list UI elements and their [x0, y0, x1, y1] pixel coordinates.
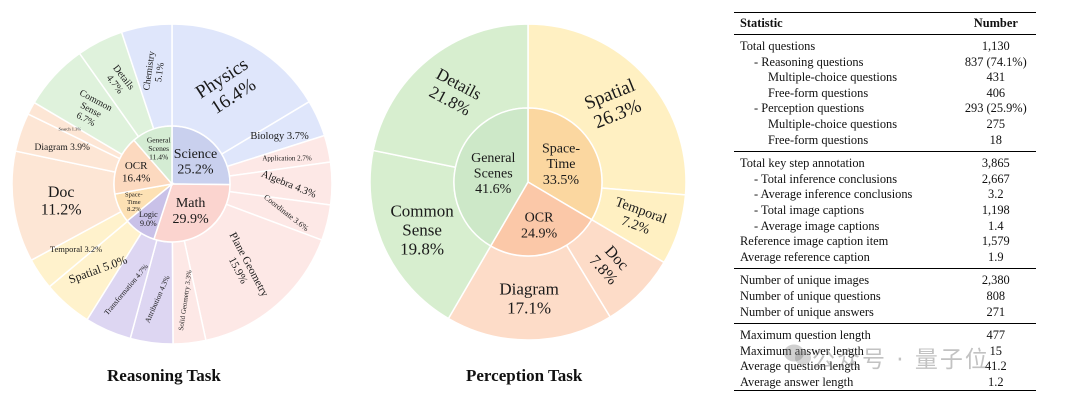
row-value: 18: [951, 132, 1036, 153]
reasoning-outer-label-diagram: Diagram 3.9%: [35, 143, 90, 153]
row-value: 837 (74.1%): [964, 54, 1027, 69]
row-label: - Average inference conclusions: [754, 187, 913, 202]
row-value: 477: [986, 328, 1006, 343]
row-value: 808: [986, 288, 1006, 303]
row-label: - Total image captions: [754, 202, 865, 217]
perception-caption: Perception Task: [466, 366, 583, 385]
table-header-row: Statistic Number: [734, 12, 1036, 35]
row-value: 271: [951, 304, 1036, 325]
row-label: Multiple-choice questions: [768, 116, 898, 131]
row-value: 2,667: [981, 171, 1010, 186]
reasoning-inner-label-math: Math 29.9%: [173, 196, 210, 227]
row-label: Maximum answer length: [740, 343, 864, 358]
row-label: Average question length: [740, 359, 861, 374]
row-value: 1,130: [981, 39, 1010, 53]
row-value: 1.9: [951, 249, 1036, 270]
row-label: Multiple-choice questions: [768, 70, 898, 85]
row-label: Total questions: [740, 39, 816, 53]
row-label: - Reasoning questions: [754, 54, 864, 69]
statistics-table: Statistic Number Total questions 1,130 - R…: [734, 12, 1036, 392]
table-row: Average reference caption 1.9: [734, 249, 1036, 270]
reasoning-inner-slice-math: [152, 183, 231, 243]
reasoning-outer-label-search: Search 1.3%: [58, 127, 81, 132]
table-row: Total questions 1,130: [734, 35, 1036, 55]
reasoning-outer-label-application: Application 2.7%: [262, 154, 312, 162]
reasoning-caption: Reasoning Task: [107, 366, 221, 385]
row-label: - Perception questions: [754, 101, 865, 116]
table-row: Number of unique questions 808: [734, 289, 1036, 305]
table-row: Maximum question length 477: [734, 324, 1036, 344]
charts-canvas: Science 25.2%Math 29.9%Logic 9.0%Space-Time…: [11, 23, 687, 345]
row-value: 3,865: [981, 156, 1010, 171]
row-value: 1.4: [988, 218, 1004, 233]
reasoning-inner-slice-general-scenes: [132, 125, 173, 187]
row-value: 406: [986, 85, 1006, 100]
row-label: Average answer length: [734, 374, 952, 392]
row-label: Average reference caption: [734, 249, 952, 270]
perception-inner-slice-space-time: [527, 107, 603, 221]
row-label: - Average image captions: [754, 218, 880, 233]
table-row: - Reasoning questions 837 (74.1%): [734, 55, 1036, 71]
row-label: Number of unique answers: [734, 304, 952, 325]
table-row: Free-form questions 406: [734, 86, 1036, 102]
row-value: 3.2: [988, 187, 1004, 202]
table-row: Multiple-choice questions 275: [734, 117, 1036, 133]
table-row: - Average inference conclusions 3.2: [734, 187, 1036, 203]
table-row: Average question length 41.2: [734, 359, 1036, 375]
row-label: Reference image caption item: [740, 234, 889, 249]
table-row: - Perception questions 293 (25.9%): [734, 101, 1036, 117]
table-row: - Total inference conclusions 2,667: [734, 172, 1036, 188]
row-label: Free-form questions: [734, 132, 952, 153]
reasoning-inner-label-space-time: Space-Time 8.2%: [125, 192, 143, 214]
perception-inner-label-ocr: OCR 24.9%: [521, 211, 558, 242]
perception-inner-slice-ocr: [489, 180, 593, 257]
reasoning-inner-label-science: Science 25.2%: [174, 147, 218, 178]
row-value: 41.2: [984, 359, 1007, 374]
perception-inner-slice-general-scenes: [453, 107, 529, 247]
wechat-logo-icon: [784, 344, 811, 365]
table-row: Average answer length 1.2: [734, 374, 1036, 392]
row-label: Maximum question length: [740, 328, 871, 343]
row-label: Free-form questions: [768, 85, 869, 100]
table-row: Total key step annotation 3,865: [734, 152, 1036, 172]
row-value: 2,380: [981, 273, 1010, 288]
table-row: Number of unique answers 271: [734, 304, 1036, 325]
row-value: 1,198: [981, 202, 1010, 217]
row-value: 15: [989, 343, 1002, 358]
row-value: 431: [986, 70, 1006, 85]
reasoning-outer-label-temporal: Temporal 3.2%: [50, 244, 102, 254]
row-label: Total key step annotation: [740, 156, 865, 171]
reasoning-inner-slice-science: [171, 125, 231, 186]
row-value: 293 (25.9%): [964, 101, 1027, 116]
reasoning-inner-label-ocr: OCR 16.4%: [122, 160, 150, 184]
perception-outer-label-diagram: Diagram 17.1%: [499, 279, 558, 317]
table-row: Multiple-choice questions 431: [734, 70, 1036, 86]
row-value: 1,579: [981, 234, 1010, 249]
row-label: Number of unique images: [740, 273, 870, 288]
reasoning-outer-label-chemistry: Chemistry5.1%: [142, 50, 168, 92]
table-row: - Total image captions 1,198: [734, 203, 1036, 219]
reasoning-inner-label-logic: Logic 9.0%: [139, 210, 158, 228]
perception-inner-label-general-scenes: General Scenes 41.6%: [471, 151, 515, 197]
table-row: Maximum answer length 15: [734, 344, 1036, 360]
table-row: - Average image captions 1.4: [734, 219, 1036, 235]
reasoning-inner-slice-ocr: [113, 139, 174, 195]
row-label: - Total inference conclusions: [754, 171, 898, 186]
reasoning-inner-label-general-scenes: General Scenes 11.4%: [147, 136, 171, 162]
table-row: Reference image caption item 1,579: [734, 234, 1036, 250]
reasoning-outer-label-doc: Doc 11.2%: [41, 184, 82, 219]
row-label: Number of unique questions: [740, 288, 881, 303]
header-statistic: Statistic: [734, 12, 952, 35]
row-value: 1.2: [951, 374, 1036, 392]
row-value: 275: [986, 116, 1006, 131]
table-row: Free-form questions 18: [734, 132, 1036, 153]
perception-outer-label-common-sense: Common Sense 19.8%: [390, 201, 454, 258]
reasoning-outer-label-biology: Biology 3.7%: [250, 131, 309, 142]
watermark-text: 公众号 · 量子位: [812, 347, 990, 373]
header-number: Number: [951, 12, 1036, 35]
table-row: Number of unique images 2,380: [734, 269, 1036, 289]
perception-inner-label-space-time: Space-Time 33.5%: [542, 141, 580, 187]
